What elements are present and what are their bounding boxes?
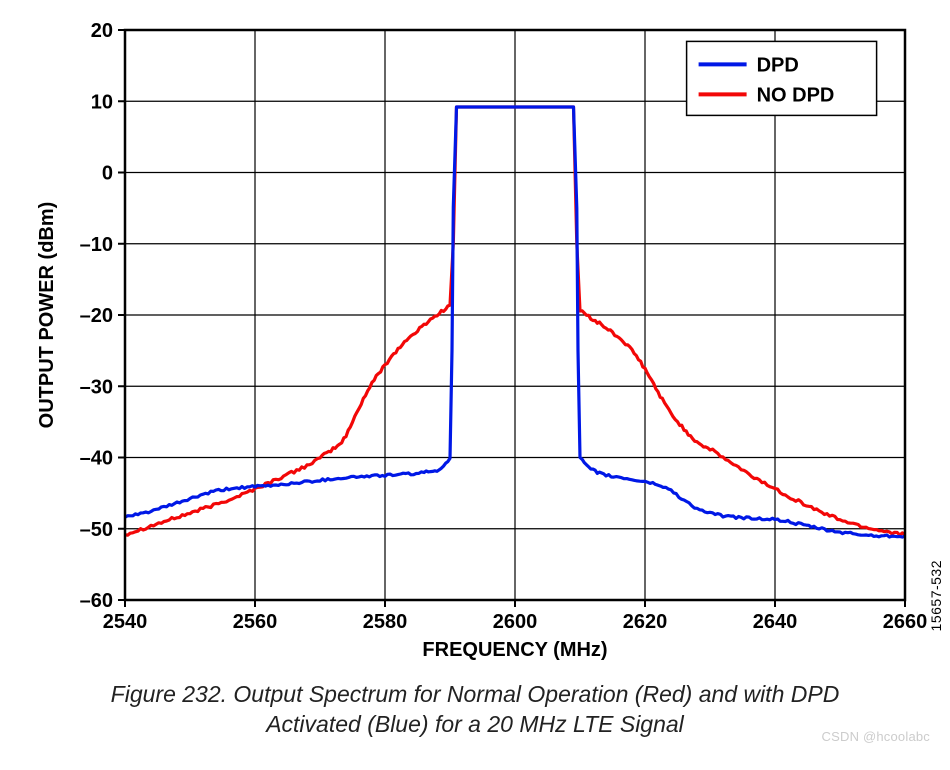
y-tick-label: –20 bbox=[80, 305, 113, 327]
y-tick-label: –30 bbox=[80, 376, 113, 398]
x-tick-label: 2580 bbox=[363, 611, 408, 633]
y-tick-label: –50 bbox=[80, 519, 113, 541]
y-tick-label: 10 bbox=[91, 91, 113, 113]
x-tick-label: 2600 bbox=[493, 611, 538, 633]
x-tick-label: 2640 bbox=[753, 611, 798, 633]
legend-label: NO DPD bbox=[757, 84, 835, 106]
y-tick-label: –10 bbox=[80, 234, 113, 256]
chart-container: 2540 2560 2580 2600 2620 2640 2660 –60 –50 –40 –30… bbox=[30, 10, 930, 675]
x-axis-label: FREQUENCY (MHz) bbox=[422, 639, 607, 661]
watermark-text: CSDN @hcoolabc bbox=[822, 729, 930, 744]
x-tick-label: 2660 bbox=[883, 611, 928, 633]
y-tick-label: –40 bbox=[80, 448, 113, 470]
x-tick-label: 2560 bbox=[233, 611, 278, 633]
y-tick-label: –60 bbox=[80, 590, 113, 612]
legend-label: DPD bbox=[757, 54, 799, 76]
figure-id-side: 15657-532 bbox=[928, 560, 944, 631]
spectrum-chart: 2540 2560 2580 2600 2620 2640 2660 –60 –50 –40 –30… bbox=[30, 10, 930, 670]
x-tick-label: 2540 bbox=[103, 611, 148, 633]
y-tick-label: 0 bbox=[102, 163, 113, 185]
y-tick-label: 20 bbox=[91, 20, 113, 42]
x-tick-label: 2620 bbox=[623, 611, 668, 633]
caption-line-2: Activated (Blue) for a 20 MHz LTE Signal bbox=[266, 711, 684, 737]
figure-caption: Figure 232. Output Spectrum for Normal O… bbox=[0, 680, 950, 740]
y-axis-label: OUTPUT POWER (dBm) bbox=[36, 202, 58, 429]
page: 2540 2560 2580 2600 2620 2640 2660 –60 –50 –40 –30… bbox=[0, 0, 950, 770]
caption-line-1: Figure 232. Output Spectrum for Normal O… bbox=[111, 681, 840, 707]
